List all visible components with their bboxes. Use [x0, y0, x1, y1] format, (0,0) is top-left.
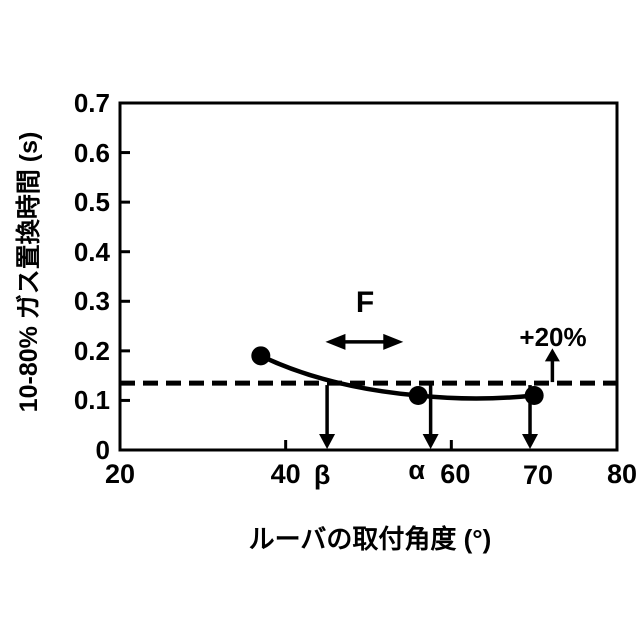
- down-arrow-head: [522, 434, 539, 449]
- y-tick-label: 0.2: [73, 335, 110, 366]
- y-tick-label: 0.6: [73, 137, 110, 168]
- annotation-70-label: 70: [522, 460, 554, 490]
- data-point-marker: [524, 385, 544, 405]
- f-range-arrow-head-right: [383, 333, 404, 350]
- plot-border: [118, 101, 619, 452]
- data-curve: [258, 353, 537, 401]
- plus20-arrow-head: [544, 348, 560, 362]
- x-tick-label: 60: [440, 459, 471, 489]
- annotation-f-label: F: [355, 286, 375, 319]
- data-point-marker: [408, 385, 428, 405]
- y-tick-label: 0: [95, 435, 110, 465]
- annotation-alpha-label: α: [408, 455, 425, 485]
- x-axis-title: ルーバの取付角度 (°): [248, 524, 492, 554]
- annotation-beta-label: β: [313, 460, 331, 490]
- y-axis-title: 10-80% ガス置換時間 (s): [15, 131, 43, 413]
- f-range-arrow-head-left: [325, 333, 346, 350]
- x-tick-label: 40: [270, 459, 301, 489]
- y-tick-label: 0.3: [73, 286, 110, 317]
- y-tick-label: 0.1: [73, 385, 110, 416]
- annotation-plus20-label: +20%: [519, 322, 587, 352]
- x-tick-label: 20: [104, 459, 136, 489]
- y-tick-label: 0.5: [73, 187, 110, 218]
- down-arrow-head: [319, 434, 336, 449]
- y-tick-label: 0.4: [73, 236, 110, 267]
- down-arrow-head: [422, 434, 439, 449]
- data-point-marker: [251, 346, 271, 366]
- x-tick-label: 80: [606, 459, 638, 489]
- y-tick-label: 0.7: [73, 88, 110, 118]
